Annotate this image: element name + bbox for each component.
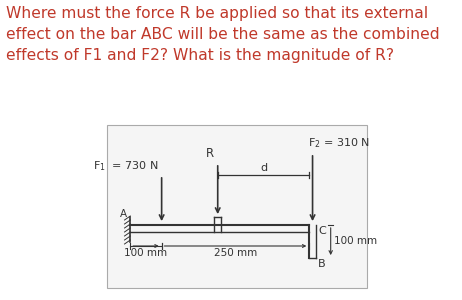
- Text: 100 mm: 100 mm: [124, 248, 168, 258]
- Text: A: A: [120, 209, 127, 219]
- Text: Where must the force R be applied so that its external
effect on the bar ABC wil: Where must the force R be applied so tha…: [6, 6, 439, 63]
- Bar: [107, 125, 367, 288]
- Text: F$_1$  = 730 N: F$_1$ = 730 N: [92, 159, 158, 173]
- Text: C: C: [318, 226, 326, 236]
- Text: R: R: [206, 147, 213, 160]
- Text: 250 mm: 250 mm: [214, 248, 257, 258]
- Text: B: B: [318, 259, 326, 269]
- Text: d: d: [260, 163, 267, 173]
- Text: F$_2$ = 310 N: F$_2$ = 310 N: [309, 136, 371, 150]
- Text: 100 mm: 100 mm: [334, 236, 377, 247]
